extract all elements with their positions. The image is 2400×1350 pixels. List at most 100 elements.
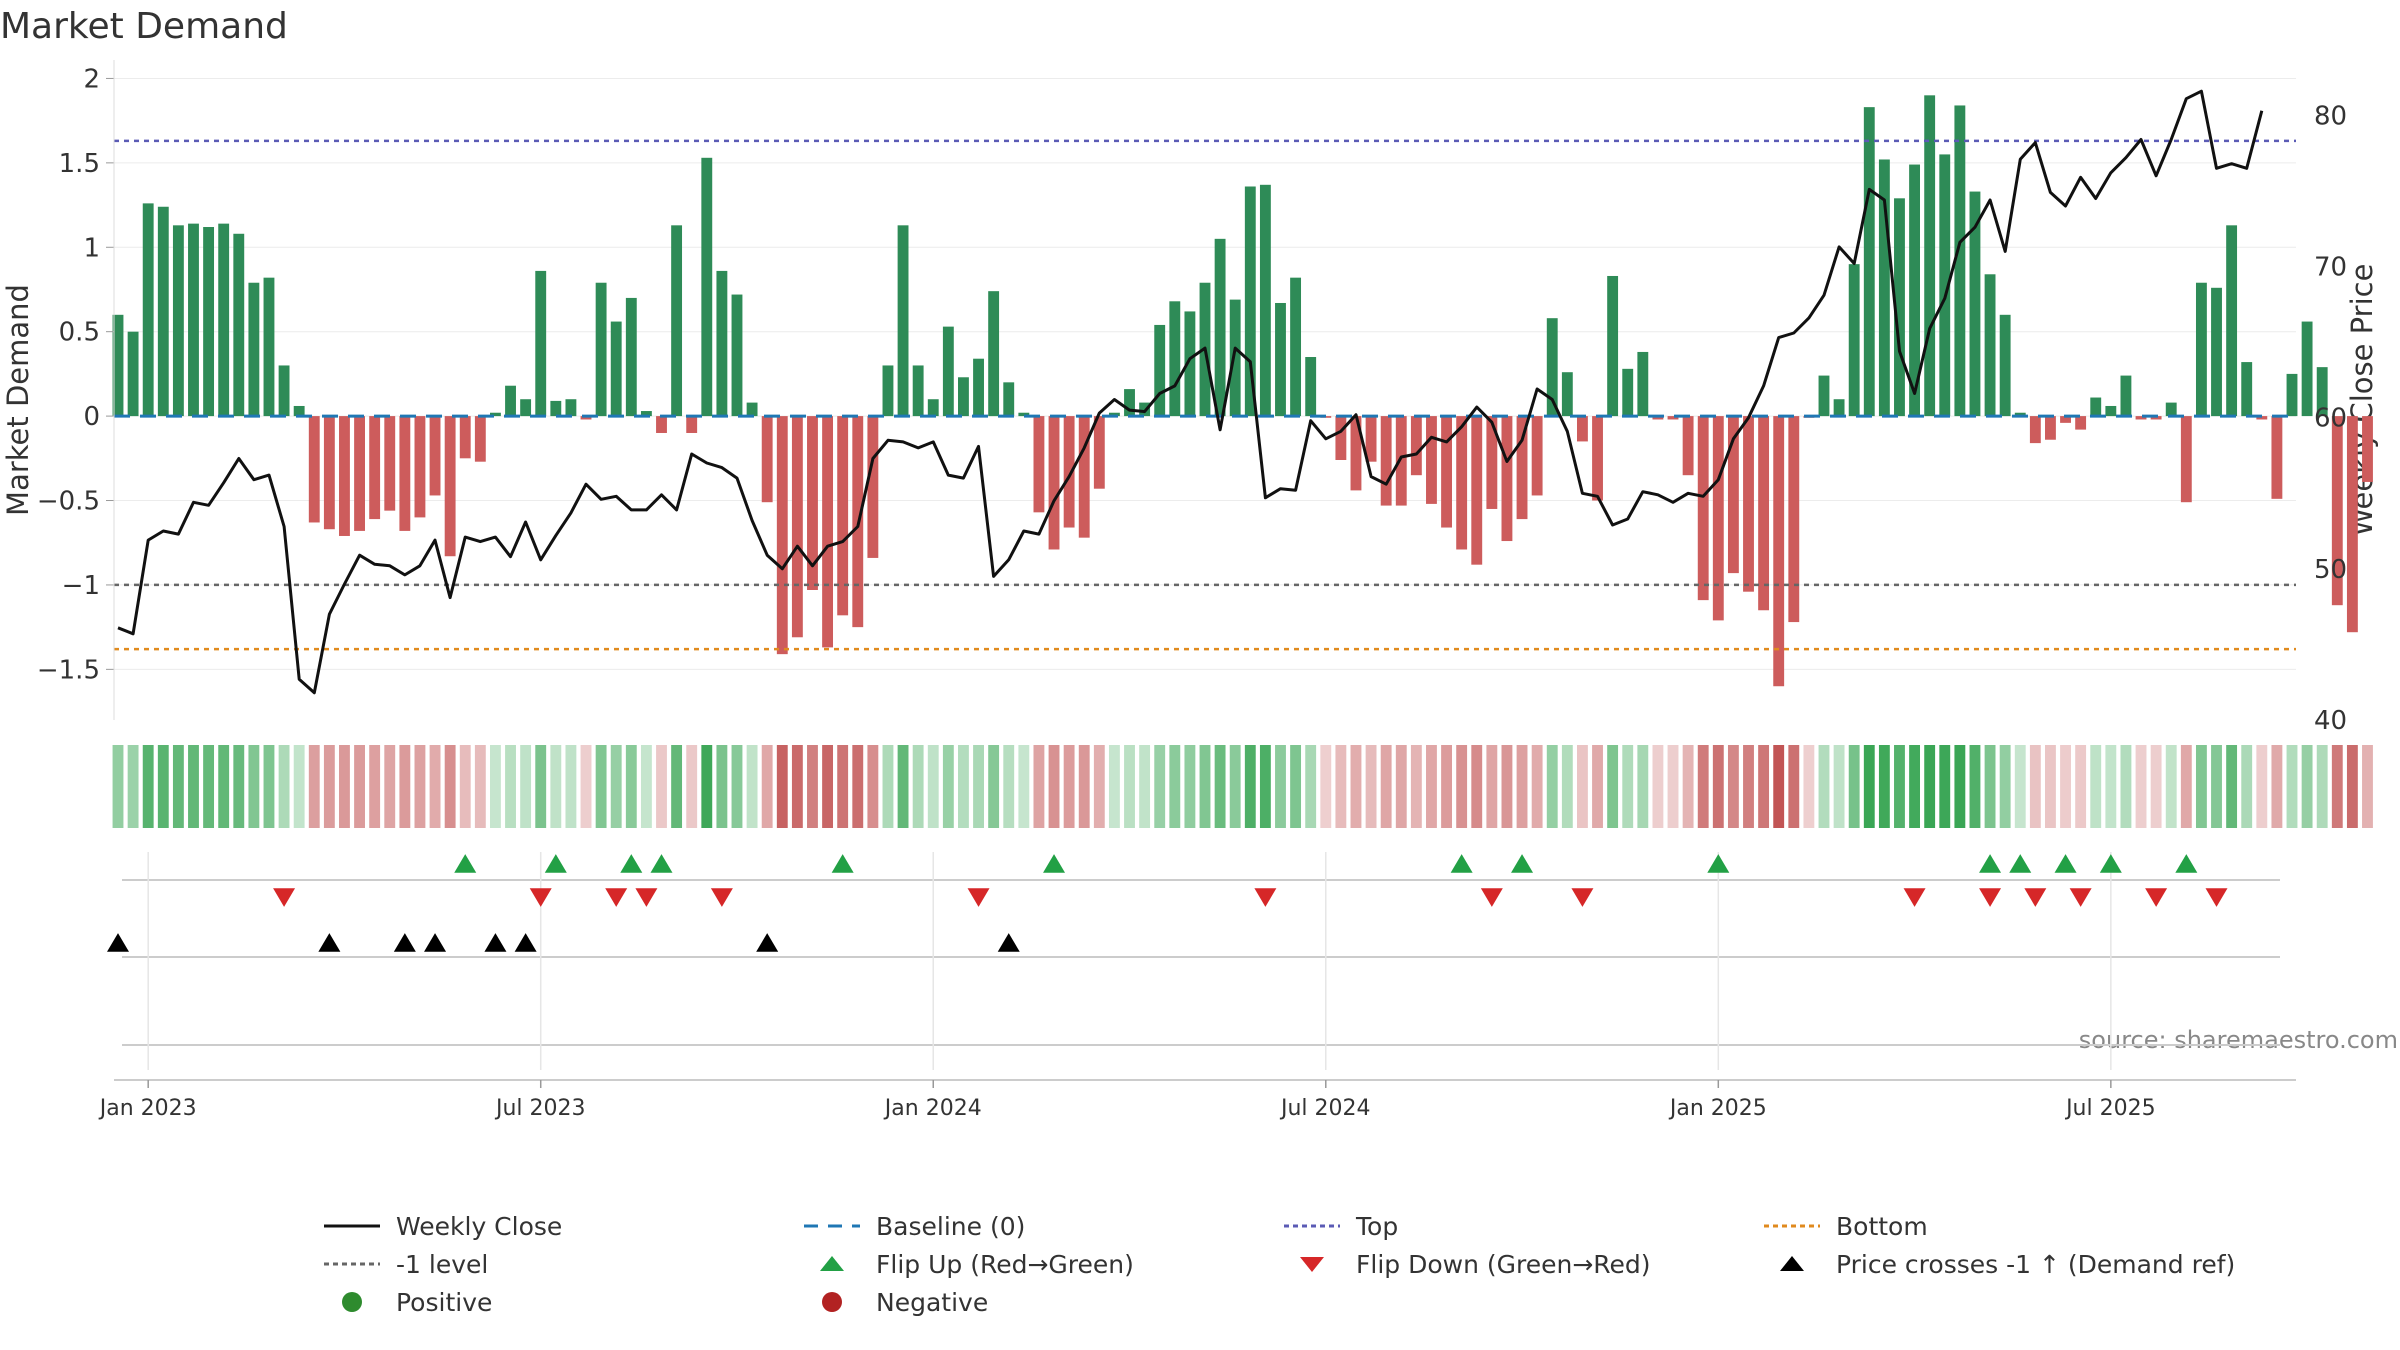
heat-cell xyxy=(761,745,773,828)
demand-bar xyxy=(837,416,849,616)
demand-bar xyxy=(1395,416,1407,506)
demand-bar xyxy=(1471,416,1483,565)
demand-bar xyxy=(414,416,426,518)
legend-item-bottom: Bottom xyxy=(1760,1208,1928,1244)
legend-symbol-close-icon xyxy=(324,1224,380,1228)
heat-cell xyxy=(1758,745,1770,828)
heat-cell xyxy=(1380,745,1392,828)
heat-cell xyxy=(505,745,516,828)
x-tick-label: Jul 2024 xyxy=(1279,1096,1371,1121)
demand-bar xyxy=(595,282,607,417)
flip-up-marker xyxy=(1450,854,1473,873)
legend-symbol-negative-icon xyxy=(822,1292,842,1312)
demand-bar xyxy=(1350,416,1362,491)
heat-cell xyxy=(656,745,667,828)
demand-bar xyxy=(2195,282,2207,417)
heat-cell xyxy=(203,745,215,828)
heat-cell xyxy=(988,745,1000,828)
heat-cell xyxy=(1456,745,1468,828)
heat-cell xyxy=(2226,745,2238,828)
flip-down-marker xyxy=(273,888,296,907)
demand-bar xyxy=(1426,416,1437,504)
heat-cell xyxy=(1682,745,1694,828)
demand-bar xyxy=(1969,191,1981,417)
demand-bar xyxy=(1108,412,1120,417)
heat-cell xyxy=(2316,745,2328,828)
heat-cell xyxy=(1290,745,1302,828)
heat-cell xyxy=(2211,745,2222,828)
price-cross-marker xyxy=(997,933,1020,952)
heat-cell xyxy=(1788,745,1800,828)
heat-cell xyxy=(2180,745,2192,828)
heat-cell xyxy=(1592,745,1603,828)
y2-tick-label: 80 xyxy=(2314,101,2347,131)
heat-cell xyxy=(293,745,305,828)
demand-bar xyxy=(776,416,788,655)
demand-bar xyxy=(565,399,577,417)
demand-bar xyxy=(1169,301,1181,417)
demand-bar xyxy=(1848,264,1860,417)
heat-cell xyxy=(1320,745,1332,828)
demand-bar xyxy=(1259,184,1271,417)
flip-down-marker xyxy=(1979,888,2002,907)
heat-cell xyxy=(2060,745,2071,828)
heat-cell xyxy=(822,745,834,828)
demand-bar xyxy=(1637,351,1649,417)
demand-bar xyxy=(218,223,230,417)
heat-cell xyxy=(776,745,788,828)
heat-cell xyxy=(157,745,169,828)
demand-bar xyxy=(1033,416,1045,513)
flip-up-marker xyxy=(1511,854,1534,873)
heat-cell xyxy=(807,745,818,828)
heat-cell xyxy=(188,745,199,828)
heat-cell xyxy=(580,745,592,828)
flip-down-marker xyxy=(635,888,658,907)
heat-cell xyxy=(429,745,441,828)
demand-bar xyxy=(1743,416,1754,592)
y2-tick-label: 40 xyxy=(2314,706,2347,736)
heat-cell xyxy=(1335,745,1347,828)
demand-bar xyxy=(716,270,728,417)
heat-cell xyxy=(973,745,984,828)
legend-item-close: Weekly Close xyxy=(320,1208,562,1244)
demand-bar xyxy=(1441,416,1452,528)
demand-bar xyxy=(263,277,275,417)
demand-bar xyxy=(2014,412,2026,417)
heat-cell xyxy=(1199,745,1211,828)
demand-bar xyxy=(2135,416,2147,420)
demand-bar xyxy=(1214,238,1226,417)
demand-bar xyxy=(1456,416,1468,550)
demand-bar xyxy=(625,297,637,417)
y-tick-label: −1 xyxy=(62,571,100,601)
heat-cell xyxy=(1063,745,1075,828)
legend-item-flipup: Flip Up (Red→Green) xyxy=(800,1246,1134,1282)
demand-bar xyxy=(942,326,954,417)
heat-cell xyxy=(1607,745,1619,828)
demand-bar xyxy=(1833,399,1845,417)
flip-down-marker xyxy=(2069,888,2092,907)
heat-cell xyxy=(1003,745,1015,828)
demand-bar xyxy=(1154,324,1166,417)
demand-bar xyxy=(2301,321,2313,417)
demand-bar xyxy=(2150,416,2162,420)
demand-bar xyxy=(640,411,652,417)
demand-bar xyxy=(731,294,743,417)
y-tick-label: −0.5 xyxy=(37,487,100,517)
legend-item-flipdown: Flip Down (Green→Red) xyxy=(1280,1246,1651,1282)
heat-cell xyxy=(837,745,849,828)
demand-bar xyxy=(1501,416,1513,542)
heat-cell xyxy=(1531,745,1543,828)
demand-bar xyxy=(2105,405,2117,417)
heat-cell xyxy=(278,745,290,828)
demand-bar xyxy=(1093,416,1105,489)
flip-down-marker xyxy=(605,888,628,907)
event-markers xyxy=(107,852,2280,1070)
demand-bar xyxy=(1546,318,1558,417)
legend-label: Top xyxy=(1356,1211,1399,1241)
heat-cell xyxy=(474,745,486,828)
demand-bar xyxy=(1818,375,1830,417)
demand-bar xyxy=(2346,416,2358,633)
y-tick-label: 0.5 xyxy=(59,318,100,348)
heat-cell xyxy=(414,745,426,828)
demand-bar xyxy=(2090,397,2102,417)
